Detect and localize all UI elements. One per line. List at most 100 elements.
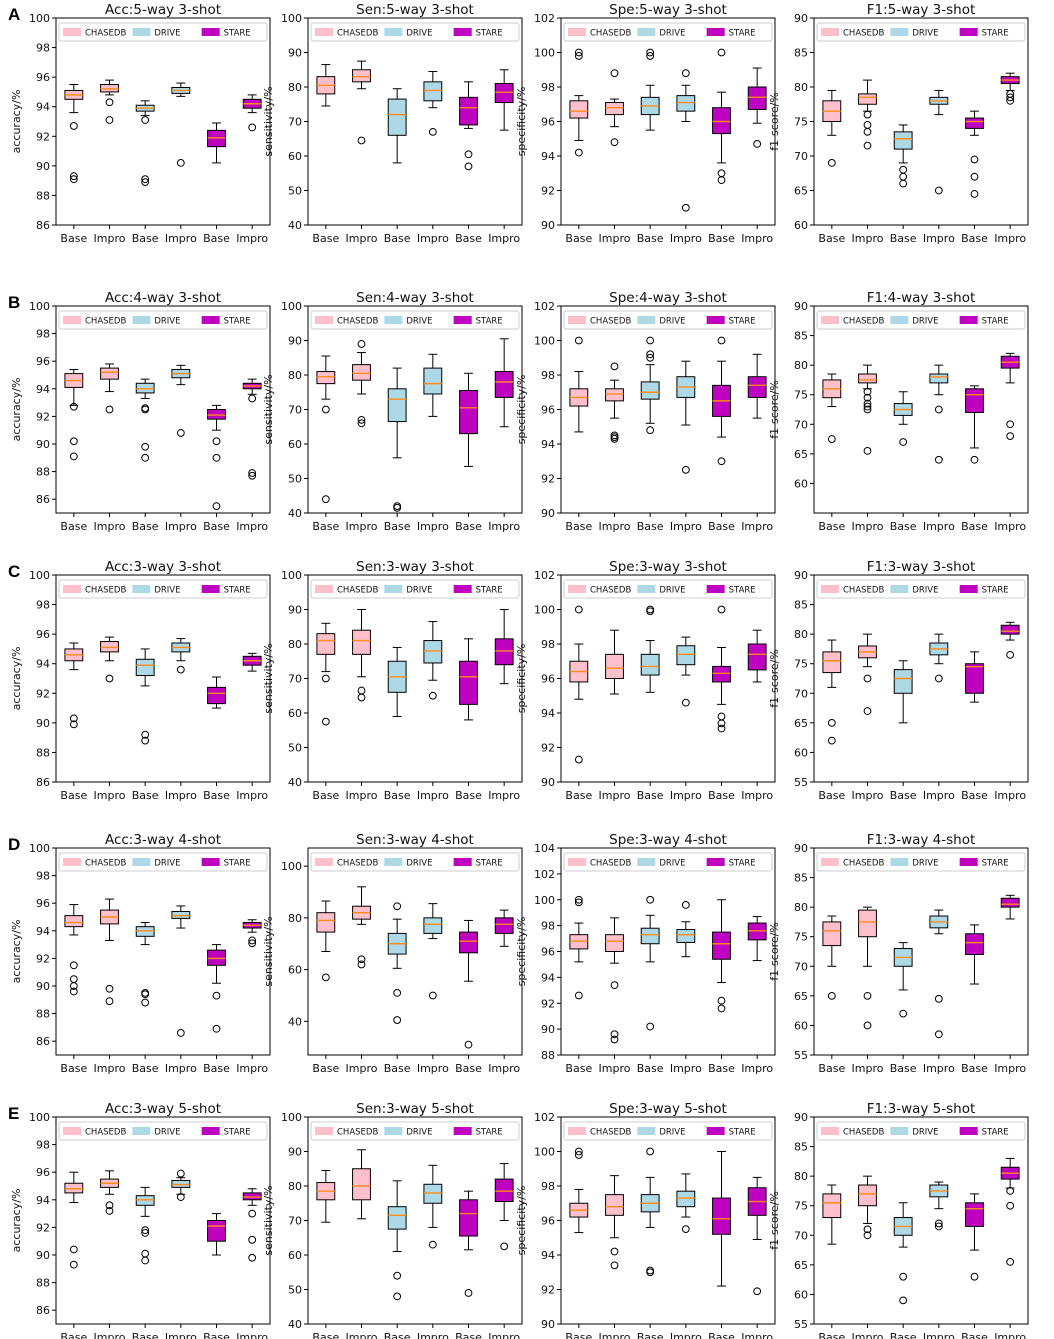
- y-tick-label: 94: [541, 1249, 555, 1262]
- x-tick-label: Base: [890, 789, 917, 802]
- box-iqr: [893, 131, 913, 150]
- row-label: D: [8, 835, 20, 854]
- plot-frame: [813, 305, 1029, 514]
- y-tick-label: 50: [288, 1284, 302, 1297]
- y-axis-label: f1-score/%: [768, 380, 781, 439]
- legend: [58, 852, 268, 872]
- x-tick-label: Base: [818, 232, 845, 245]
- y-tick-label: 94: [36, 1194, 50, 1207]
- outlier-point: [141, 730, 150, 739]
- y-tick-label: 85: [794, 47, 808, 60]
- y-axis-label: specificity/%: [515, 375, 528, 445]
- legend-label: DRIVE: [154, 317, 180, 327]
- plot-frame: [55, 1116, 271, 1325]
- outlier-point: [646, 48, 655, 57]
- x-tick-label: Impro: [165, 1331, 197, 1339]
- legend-label: CHASEDB: [85, 1128, 126, 1138]
- plot-frame: [813, 847, 1029, 1056]
- legend-label: CHASEDB: [337, 859, 378, 869]
- box-plot-panel: Sen:3-way 3-shot sensitivity/% 40 50 60 70 80 9…: [262, 559, 523, 802]
- outlier-point: [934, 186, 943, 195]
- x-tick-label: Impro: [488, 1331, 520, 1339]
- legend-label: DRIVE: [912, 586, 938, 596]
- y-tick-label: 65: [794, 717, 808, 730]
- box-iqr: [676, 645, 696, 666]
- legend-label: DRIVE: [659, 586, 685, 596]
- outlier-point: [646, 336, 655, 345]
- outlier-point: [863, 110, 872, 119]
- outlier-point: [393, 1292, 402, 1301]
- legend-label: STARE: [982, 317, 1009, 327]
- x-tick-label: Impro: [165, 520, 197, 533]
- outlier-point: [863, 1231, 872, 1240]
- x-tick-label: Impro: [346, 520, 378, 533]
- box-iqr: [858, 93, 877, 105]
- y-axis-label: specificity/%: [515, 644, 528, 714]
- y-tick-label: 40: [288, 1015, 302, 1028]
- outlier-point: [69, 714, 78, 723]
- outlier-point: [863, 402, 872, 411]
- x-tick-label: Base: [818, 1062, 845, 1075]
- outlier-point: [899, 438, 908, 446]
- outlier-point: [428, 127, 437, 136]
- y-tick-label: 75: [794, 931, 808, 944]
- outlier-point: [357, 419, 366, 428]
- box-iqr: [858, 909, 877, 938]
- y-tick-label: 96: [541, 1215, 555, 1228]
- outlier-point: [464, 150, 473, 159]
- y-tick-label: 88: [36, 1008, 50, 1021]
- box-iqr: [423, 917, 443, 934]
- legend-label: DRIVE: [659, 29, 685, 39]
- x-tick-label: Impro: [165, 1062, 197, 1075]
- plot-frame: [307, 1116, 523, 1325]
- x-tick-label: Impro: [346, 1331, 378, 1339]
- legend-label: STARE: [982, 29, 1009, 39]
- x-tick-label: Impro: [994, 1062, 1026, 1075]
- box-iqr: [494, 1178, 514, 1203]
- outlier-point: [574, 1151, 583, 1159]
- outlier-point: [69, 437, 78, 446]
- x-tick-label: Base: [203, 1062, 230, 1075]
- legend: [563, 852, 773, 872]
- y-tick-label: 50: [288, 185, 302, 198]
- x-tick-label: Base: [890, 1331, 917, 1339]
- outlier-point: [69, 975, 78, 983]
- legend: [310, 310, 520, 330]
- outlier-point: [646, 350, 655, 359]
- outlier-point: [69, 961, 78, 970]
- outlier-point: [105, 116, 114, 124]
- legend-swatch: [315, 858, 333, 866]
- outlier-point: [141, 736, 150, 745]
- legend: [310, 579, 520, 599]
- y-tick-label: 90: [288, 47, 302, 60]
- y-tick-label: 70: [288, 673, 302, 686]
- outlier-point: [863, 127, 872, 136]
- y-tick-label: 85: [794, 330, 808, 343]
- box-iqr: [459, 96, 478, 126]
- outlier-point: [105, 984, 114, 993]
- y-tick-label: 100: [534, 335, 555, 348]
- y-axis-label: sensitivity/%: [262, 374, 275, 444]
- y-tick-label: 65: [794, 990, 808, 1003]
- outlier-point: [1006, 650, 1015, 659]
- y-tick-label: 94: [541, 707, 555, 720]
- legend-swatch: [890, 858, 909, 866]
- legend-swatch: [63, 316, 81, 324]
- legend-swatch: [453, 585, 472, 593]
- outlier-point: [899, 1009, 908, 1018]
- y-tick-label: 90: [288, 335, 302, 348]
- legend-swatch: [568, 1127, 586, 1135]
- y-tick-label: 88: [36, 1277, 50, 1290]
- outlier-point: [357, 686, 366, 695]
- y-tick-label: 92: [36, 687, 50, 700]
- outlier-point: [863, 141, 872, 150]
- x-tick-label: Base: [203, 520, 230, 533]
- x-tick-label: Impro: [994, 520, 1026, 533]
- y-tick-label: 94: [36, 925, 50, 938]
- y-axis-label: sensitivity/%: [262, 86, 275, 156]
- legend-swatch: [201, 28, 220, 36]
- panel-title: Spe:3-way 5-shot: [609, 1101, 727, 1117]
- x-tick-label: Impro: [488, 789, 520, 802]
- outlier-point: [105, 98, 114, 107]
- box-iqr: [207, 686, 226, 705]
